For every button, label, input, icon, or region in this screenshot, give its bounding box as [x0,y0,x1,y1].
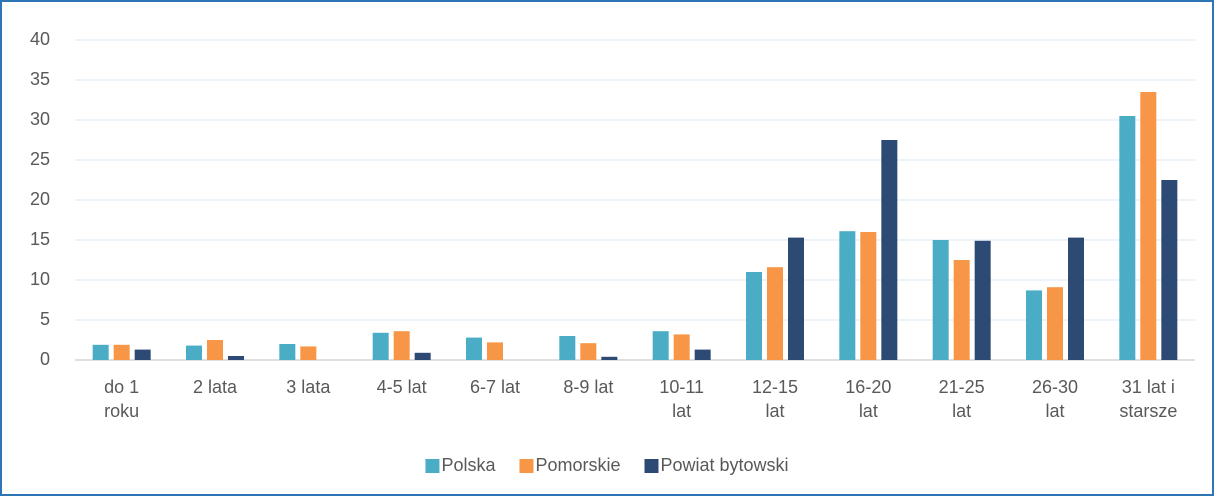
legend-label: Powiat bytowski [661,455,789,475]
x-tick-label: 31 lat i starsze [1119,377,1177,421]
bar [1047,287,1063,360]
bar [580,343,597,360]
x-tick-label: 21-25 lat [939,377,985,421]
x-tick-label: 2 lata [193,377,238,397]
x-tick-label: 10-11 lat [659,377,704,421]
bar [414,352,431,360]
y-tick-label: 20 [30,189,50,209]
bar [393,331,410,360]
y-tick-label: 35 [30,69,50,89]
bar [1119,116,1136,360]
bar [466,337,482,360]
bar [113,344,130,360]
y-tick-label: 10 [30,269,50,289]
bar [1161,180,1178,360]
bar [1140,92,1157,360]
legend-swatch [644,459,659,473]
bar [767,267,783,360]
bar [228,356,244,360]
bar [372,332,389,360]
x-tick-label: 16-20 lat [845,377,891,421]
bar [860,232,877,360]
bar [300,346,317,360]
bar [487,342,503,360]
x-tick-label: 8-9 lat [563,377,613,397]
legend-label: Pomorskie [535,455,620,475]
bar [788,237,804,360]
y-tick-label: 25 [30,149,50,169]
legend-item: Polska [425,455,496,475]
y-tick-label: 40 [30,29,50,49]
x-tick-label: 6-7 lat [470,377,520,397]
x-tick-label: do 1 roku [104,377,139,421]
bar [601,356,618,360]
y-tick-label: 30 [30,109,50,129]
bar [92,344,109,360]
bar [881,140,898,360]
bar [186,345,202,360]
bar [1068,237,1084,360]
y-tick-label: 5 [40,309,50,329]
bar [932,240,949,360]
bar [694,349,711,360]
bar [1026,290,1042,360]
legend-swatch [519,459,534,473]
legend-label: Polska [441,455,496,475]
x-tick-label: 3 lata [286,377,331,397]
x-tick-label: 4-5 lat [377,377,427,397]
x-tick-label: 26-30 lat [1032,377,1078,421]
bar [673,334,690,360]
bar [134,349,151,360]
bar [207,340,223,360]
x-tick-label: 12-15 lat [752,377,798,421]
legend-item: Powiat bytowski [644,455,789,475]
bar [746,272,762,360]
legend-item: Pomorskie [519,455,621,475]
y-tick-label: 15 [30,229,50,249]
y-tick-label: 0 [40,349,50,369]
bar [652,331,669,360]
bar [953,260,970,360]
legend-swatch [425,459,440,473]
bar [559,336,576,360]
bar [839,231,856,360]
bar [279,344,296,360]
bar [974,240,991,360]
